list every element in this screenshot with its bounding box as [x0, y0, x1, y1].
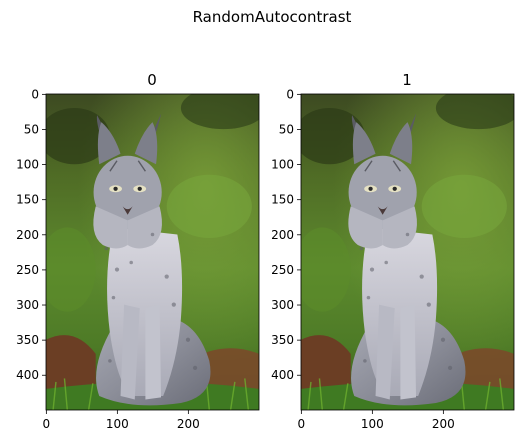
panel-1-xaxis: 0 100 200 — [298, 410, 455, 431]
panel-0-xtick-label-1: 100 — [106, 417, 129, 431]
panel-0-ytick-label-4: 200 — [16, 228, 39, 242]
panel-1-ytick-label-4: 200 — [271, 228, 294, 242]
panel-0-xaxis: 0 100 200 — [43, 410, 200, 431]
panel-1-ytick-label-7: 350 — [271, 333, 294, 347]
panel-1-yaxis: 0 50 100 150 200 250 300 350 400 — [271, 87, 301, 382]
panel-1-image — [294, 87, 521, 410]
panel-0-ytick-label-5: 250 — [16, 263, 39, 277]
panel-1-ytick-label-3: 150 — [271, 193, 294, 207]
panel-0-yaxis: 0 50 100 150 200 250 300 350 400 — [16, 87, 46, 382]
panel-0-xtick-label-0: 0 — [43, 417, 51, 431]
panel-0-ytick-label-7: 350 — [16, 333, 39, 347]
panel-0-xtick-label-2: 200 — [177, 417, 200, 431]
panel-0-ytick-label-2: 100 — [16, 158, 39, 172]
panel-1-ytick-label-1: 50 — [279, 122, 294, 136]
figure-suptitle: RandomAutocontrast — [193, 8, 352, 26]
panel-0: 0 0 100 200 0 50 100 150 200 250 300 350 400 — [16, 71, 266, 431]
panel-1-xtick-label-1: 100 — [361, 417, 384, 431]
panel-1-frame — [300, 93, 515, 411]
panel-0-frame — [45, 93, 260, 411]
panel-0-ytick-label-3: 150 — [16, 193, 39, 207]
panel-0-ytick-label-8: 400 — [16, 368, 39, 382]
panel-0-ytick-label-0: 0 — [31, 87, 39, 101]
panel-0-image — [39, 87, 266, 410]
panel-1-xtick-label-2: 200 — [432, 417, 455, 431]
panel-0-ytick-label-1: 50 — [24, 122, 39, 136]
panel-1-ytick-label-5: 250 — [271, 263, 294, 277]
panel-1-ytick-label-0: 0 — [286, 87, 294, 101]
panel-1-ytick-label-8: 400 — [271, 368, 294, 382]
panel-1: 1 0 100 200 0 50 100 150 200 250 300 350 400 — [271, 71, 521, 431]
panel-1-xtick-label-0: 0 — [298, 417, 306, 431]
panel-0-title: 0 — [147, 71, 157, 89]
panel-0-ytick-label-6: 300 — [16, 298, 39, 312]
panel-1-ytick-label-2: 100 — [271, 158, 294, 172]
panel-1-title: 1 — [402, 71, 412, 89]
panel-1-ytick-label-6: 300 — [271, 298, 294, 312]
